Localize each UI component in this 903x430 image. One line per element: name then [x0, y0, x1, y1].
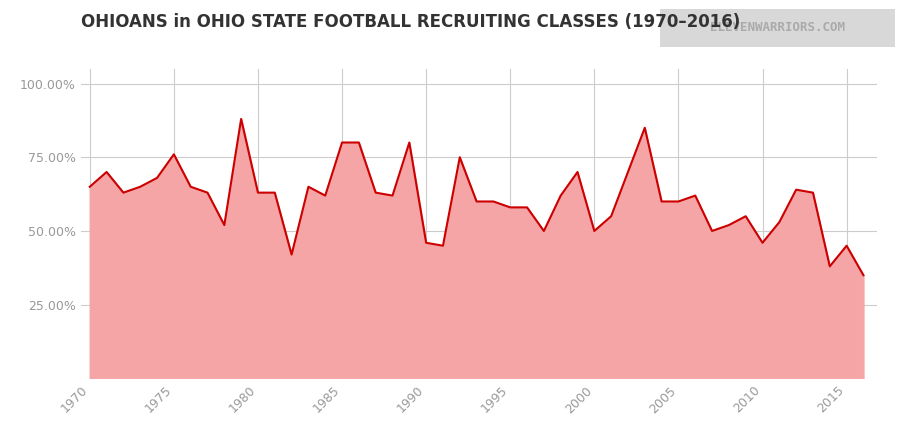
Text: ELEVENWARRIORS.COM: ELEVENWARRIORS.COM	[709, 22, 844, 34]
Text: OHIOANS in OHIO STATE FOOTBALL RECRUITING CLASSES (1970–2016): OHIOANS in OHIO STATE FOOTBALL RECRUITIN…	[81, 13, 740, 31]
